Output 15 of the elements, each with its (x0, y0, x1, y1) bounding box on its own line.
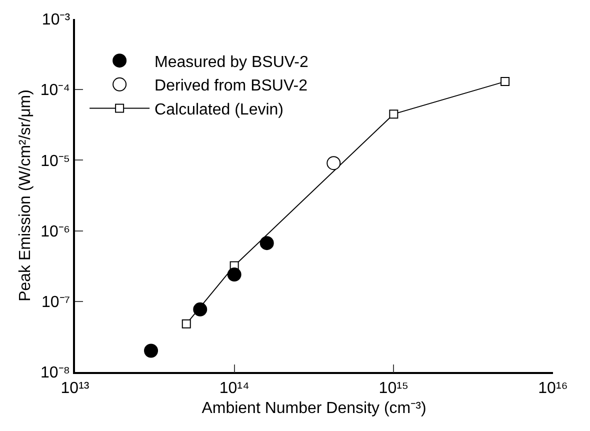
x-axis-title: Ambient Number Density (cm⁻³) (202, 400, 426, 418)
y-tick-label: 10⁻⁸ (40, 364, 70, 382)
x-tick-label: 10¹⁶ (538, 380, 568, 397)
y-tick-label: 10⁻⁷ (41, 294, 70, 311)
y-tick-label: 10⁻⁵ (40, 152, 70, 170)
x-tick-label: 10¹³ (60, 380, 90, 397)
x-tick-label: 10¹⁴ (219, 380, 250, 397)
y-tick-label: 10⁻³ (42, 12, 71, 29)
legend-label: Measured by BSUV-2 (154, 54, 309, 71)
y-tick-label: 10⁻⁴ (40, 82, 70, 100)
legend-label: Calculated (Levin) (154, 101, 284, 118)
x-tick-label: 10¹⁵ (378, 380, 409, 397)
y-axis-title: Peak Emission (W/cm²/sr/μm) (16, 90, 34, 302)
legend-label: Derived from BSUV-2 (154, 78, 308, 95)
y-tick-label: 10⁻⁶ (40, 223, 70, 240)
